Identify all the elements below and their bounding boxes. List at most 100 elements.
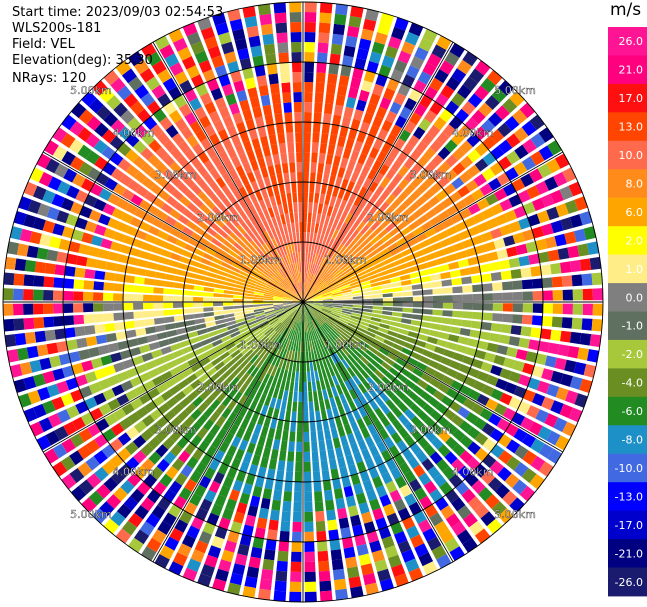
range-gate-cell — [70, 433, 85, 448]
range-gate-cell — [194, 106, 207, 120]
range-gate-cell — [315, 182, 321, 194]
range-gate-cell — [437, 382, 450, 394]
range-gate-cell — [13, 303, 24, 316]
range-gate-cell — [379, 274, 390, 281]
range-gate-cell — [280, 315, 289, 324]
range-gate-cell — [412, 249, 425, 259]
range-gate-cell — [437, 230, 449, 241]
azimuth-spoke — [302, 41, 454, 303]
range-gate-cell — [392, 307, 403, 312]
range-gate-cell — [70, 201, 84, 215]
range-gate-cell — [211, 535, 225, 549]
range-gate-cell — [227, 8, 241, 22]
range-gate-cell — [123, 303, 134, 311]
range-gate-cell — [455, 344, 467, 354]
range-gate-cell — [166, 359, 178, 370]
range-gate-cell — [340, 178, 349, 190]
range-gate-cell — [410, 277, 422, 285]
range-gate-cell — [557, 344, 570, 357]
range-gate-cell — [184, 319, 196, 327]
range-gate-cell — [371, 432, 383, 445]
range-gate-cell — [306, 311, 311, 321]
range-gate-cell — [561, 275, 573, 287]
range-gate-cell — [397, 507, 411, 521]
range-gate-cell — [282, 338, 289, 349]
range-gate-cell — [273, 297, 284, 300]
range-gate-cell — [314, 400, 320, 412]
range-gate-cell — [509, 497, 525, 513]
range-gate-cell — [529, 421, 543, 436]
range-gate-cell — [190, 41, 205, 55]
range-gate-cell — [392, 292, 403, 297]
range-gate-cell — [270, 175, 278, 186]
range-gate-cell — [401, 285, 413, 291]
range-gate-cell — [266, 63, 278, 75]
range-gate-cell — [492, 313, 503, 322]
range-gate-cell — [495, 105, 510, 121]
range-gate-cell — [168, 259, 180, 268]
range-gate-cell — [303, 361, 307, 372]
range-gate-cell — [355, 492, 367, 505]
range-gate-cell — [592, 303, 603, 316]
range-gate-cell — [183, 308, 194, 314]
range-gate-cell — [353, 140, 363, 153]
range-gate-cell — [294, 283, 299, 294]
range-gate-cell — [410, 534, 425, 548]
range-gate-cell — [293, 321, 298, 331]
range-gate-cell — [267, 207, 275, 218]
range-gate-cell — [352, 296, 363, 300]
range-gate-cell — [204, 101, 217, 115]
range-gate-cell — [278, 540, 289, 552]
colorbar-tick-label: 21.0 — [619, 64, 644, 77]
range-gate-cell — [262, 384, 271, 396]
range-gate-cell — [276, 324, 284, 333]
range-gate-cell — [307, 212, 312, 223]
range-gate-cell — [404, 120, 417, 134]
range-gate-cell — [311, 340, 316, 351]
range-gate-cell — [471, 479, 486, 495]
range-gate-cell — [195, 274, 207, 281]
range-gate-cell — [319, 12, 332, 24]
range-gate-cell — [388, 382, 400, 394]
range-gate-cell — [104, 177, 118, 191]
range-gate-cell — [378, 248, 390, 257]
range-gate-cell — [211, 387, 223, 399]
range-gate-cell — [326, 387, 334, 399]
range-gate-cell — [303, 371, 307, 382]
range-gate-cell — [241, 346, 251, 356]
range-gate-cell — [244, 514, 256, 527]
colorbar-segment — [608, 311, 647, 341]
range-gate-cell — [409, 112, 422, 126]
range-gate-cell — [233, 177, 244, 189]
range-gate-cell — [178, 103, 192, 117]
range-gate-cell — [402, 291, 413, 297]
range-gate-cell — [309, 252, 314, 263]
range-gate-cell — [245, 283, 256, 289]
range-gate-cell — [391, 186, 403, 198]
range-gate-cell — [303, 431, 310, 442]
range-gate-cell — [345, 454, 355, 466]
range-gate-cell — [153, 279, 165, 287]
range-gate-cell — [513, 127, 529, 142]
range-gate-cell — [39, 357, 52, 371]
range-gate-cell — [467, 149, 481, 163]
range-gate-cell — [51, 193, 65, 208]
range-gate-cell — [435, 402, 448, 415]
range-gate-cell — [348, 192, 357, 204]
range-gate-cell — [174, 390, 186, 402]
range-gate-cell — [216, 248, 228, 257]
range-gate-cell — [129, 376, 143, 388]
range-gate-cell — [222, 476, 234, 489]
range-gate-cell — [347, 354, 357, 364]
range-gate-cell — [186, 558, 202, 573]
range-gate-cell — [376, 331, 387, 339]
range-gate-cell — [101, 460, 117, 475]
range-gate-cell — [325, 499, 335, 511]
range-gate-cell — [269, 195, 277, 207]
range-gate-cell — [400, 226, 412, 236]
range-gate-cell — [203, 186, 215, 198]
range-gate-cell — [14, 333, 27, 346]
range-gate-cell — [375, 517, 388, 530]
range-gate-cell — [491, 87, 507, 103]
range-gate-cell — [223, 257, 234, 266]
